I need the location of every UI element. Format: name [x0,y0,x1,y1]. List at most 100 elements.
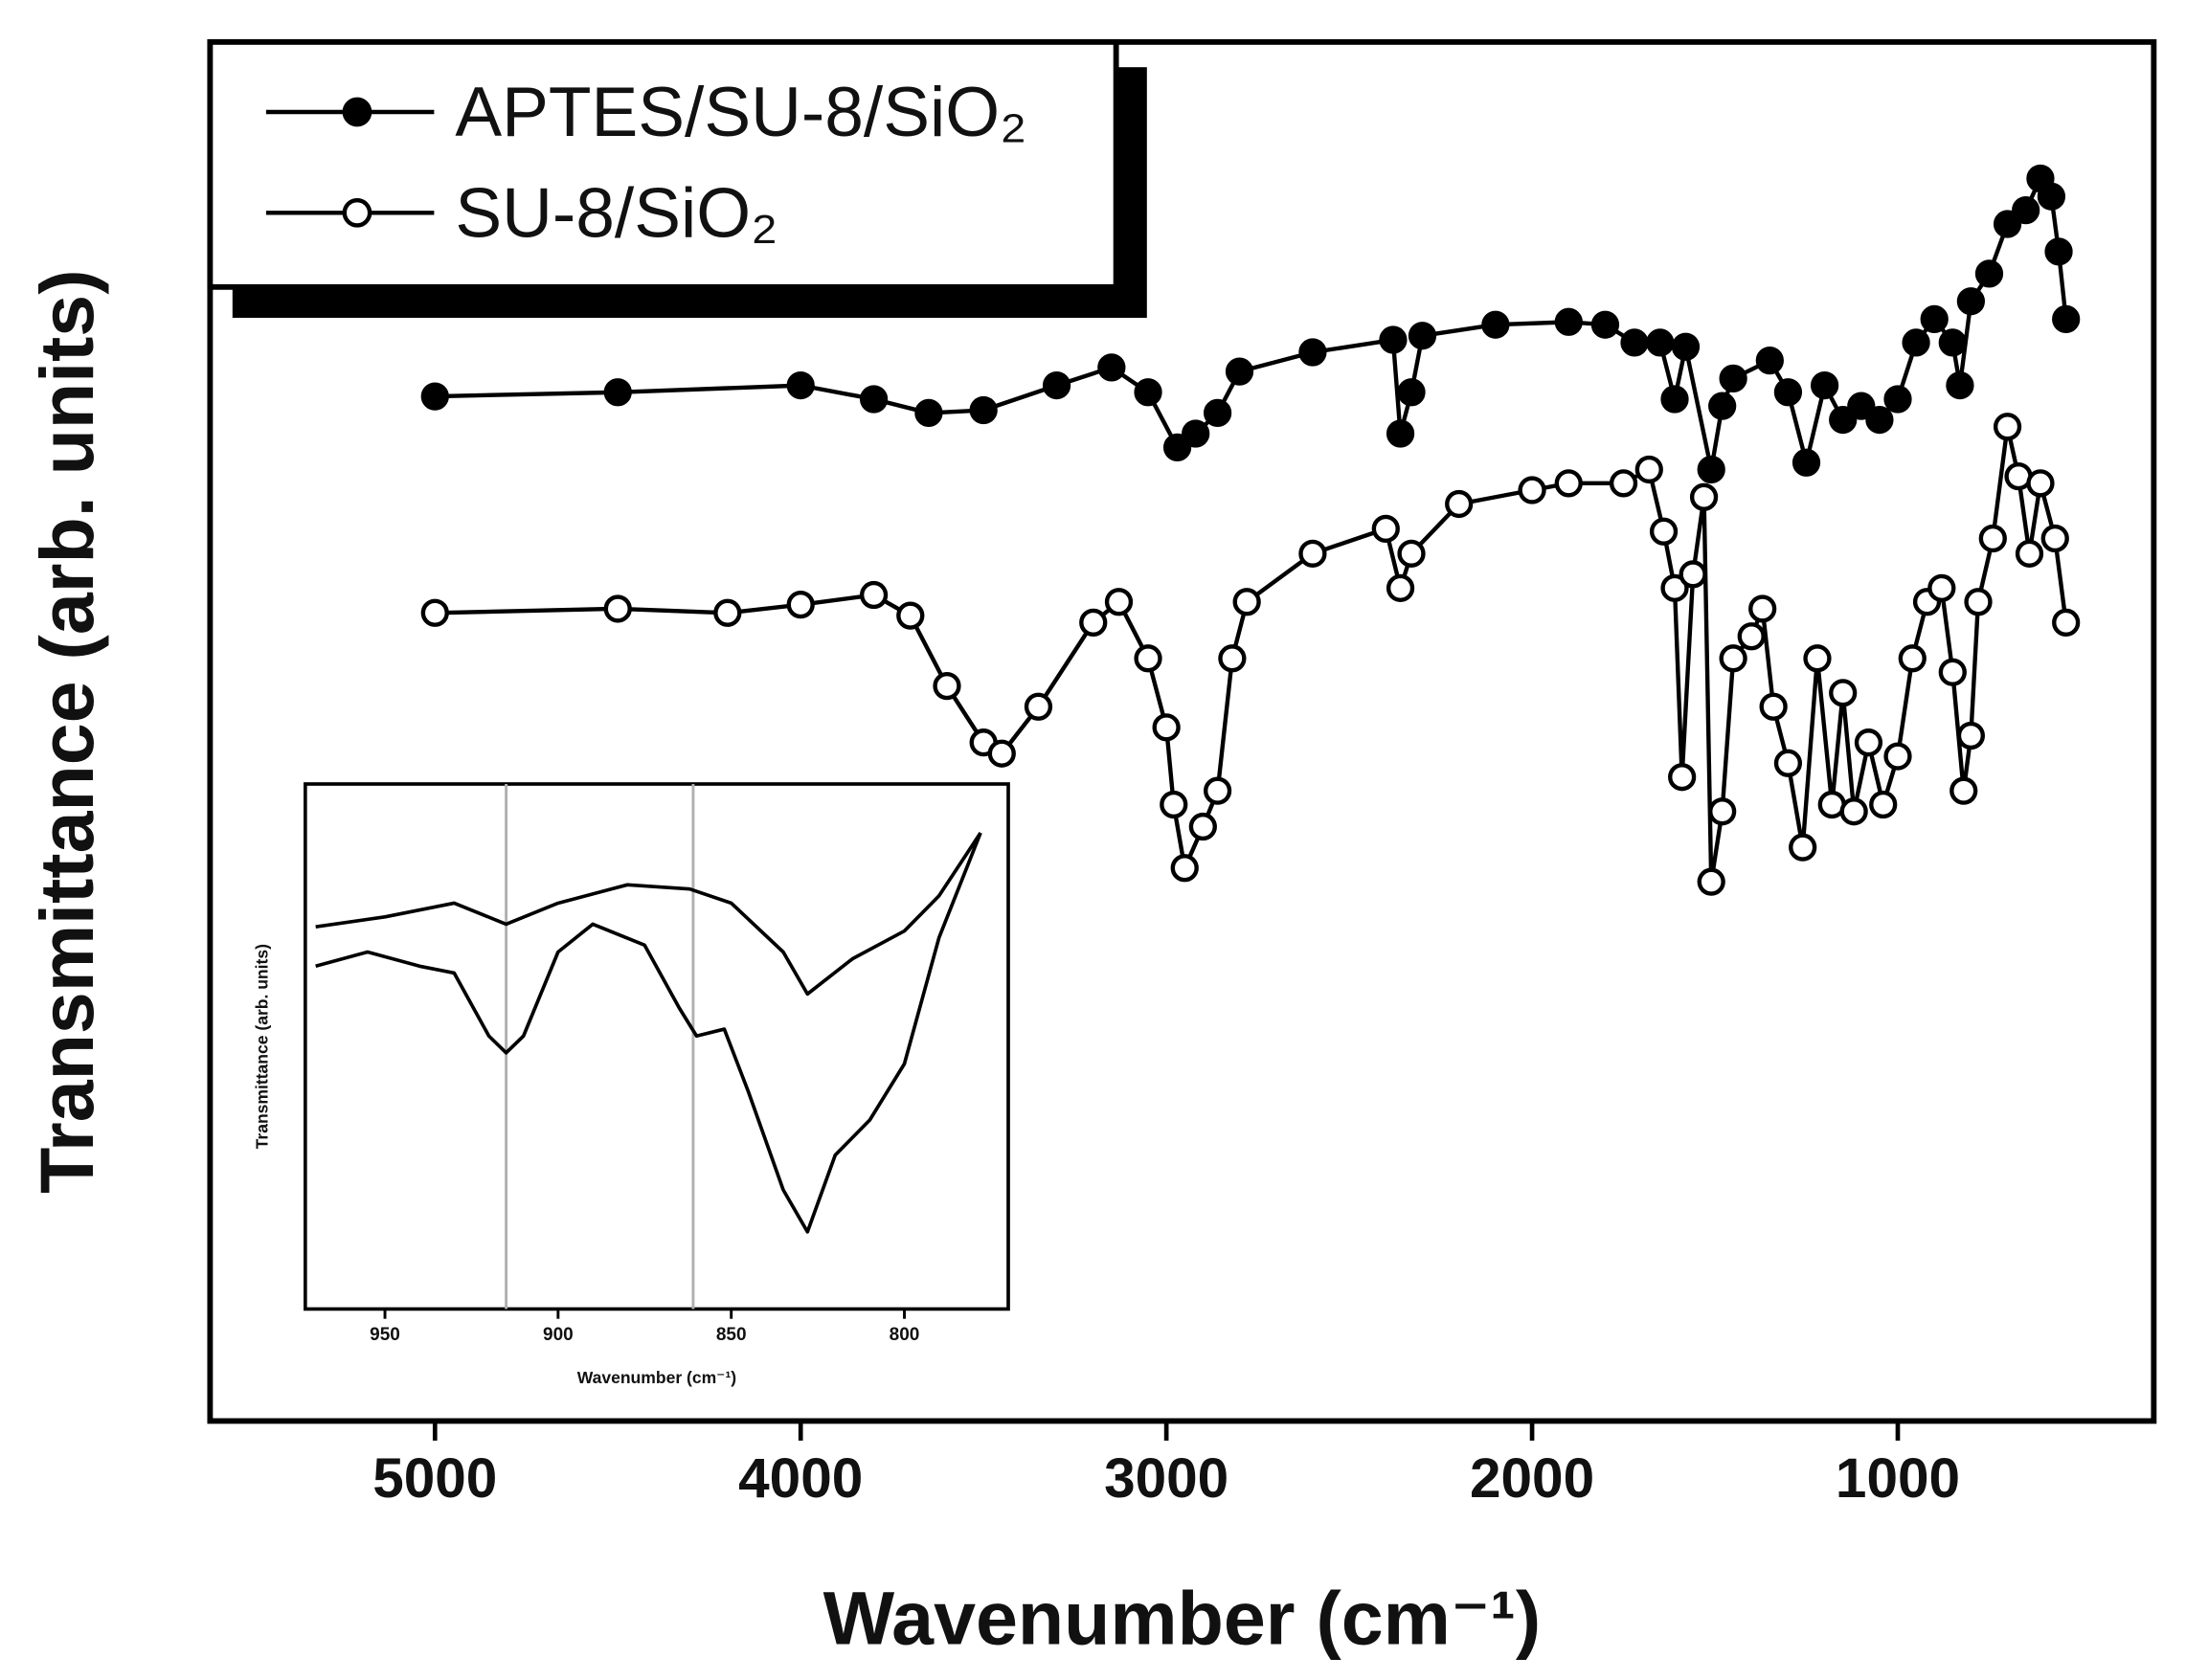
data-point [1708,392,1737,420]
x-tick-label: 800 [890,1325,920,1345]
data-point [713,598,742,627]
plot-frame [304,782,1010,1311]
data-point [896,601,925,630]
data-point [1869,790,1898,819]
data-point [859,385,889,414]
data-point [1386,573,1415,602]
data-point [1792,448,1821,477]
data-point [1079,608,1108,637]
data-point [1170,854,1199,883]
data-point [1481,310,1510,339]
data-point [1773,749,1803,777]
data-point [1847,392,1876,420]
data-point [1397,378,1426,407]
legend-box [207,38,1119,290]
x-axis-label: Wavenumber (cm⁻¹) [577,1368,736,1387]
data-point [420,598,449,627]
data-point [1134,644,1162,673]
data-point [1298,338,1327,367]
data-point [1854,728,1883,757]
series-line [315,832,982,1234]
x-tick-label: 2000 [1470,1447,1594,1510]
data-point [1152,713,1181,742]
data-point [2052,608,2081,637]
x-tick-label: 900 [543,1325,574,1345]
data-point [1182,419,1210,448]
data-point [2040,524,2069,553]
data-point [1829,405,1858,435]
data-point [1949,776,1978,805]
data-point [1697,867,1725,896]
data-point [987,739,1016,768]
data-point [1927,573,1956,602]
data-point [1748,594,1777,623]
data-point [1810,370,1839,400]
data-point [1104,588,1134,616]
data-point [1386,419,1415,448]
data-point [914,398,943,428]
x-tick-label: 4000 [738,1447,863,1510]
data-point [1679,560,1707,589]
data-point [1898,644,1927,673]
data-point [1974,259,2004,288]
x-tick-label: 3000 [1104,1447,1228,1510]
data-point [1697,455,1725,484]
data-point [1920,304,1949,334]
data-point [1946,370,1974,400]
data-point [1737,622,1766,651]
data-point [603,378,632,407]
data-point [1660,573,1689,602]
y-axis-label: Transmittance (arb. units) [253,944,272,1149]
x-tick-label: 5000 [372,1447,497,1510]
data-point [1865,405,1894,435]
main-plot: 5000 4000 3000 2000 1000 Wavenumber (cm⁻¹) Tra… [25,38,2157,1660]
data-point [969,395,998,425]
data-point [1668,763,1697,792]
data-point [1789,833,1817,862]
data-point [1803,644,1832,673]
data-point [1993,210,2022,238]
data-point [1590,310,1620,339]
data-point [1634,455,1663,484]
series-line [315,832,982,997]
data-point [1188,812,1217,841]
data-point [1719,364,1747,392]
data-point [1689,482,1719,511]
data-point [1755,347,1784,375]
data-point [1964,588,1993,616]
x-tick-label: 1000 [1836,1447,1960,1510]
data-point [1620,328,1649,357]
data-point [1719,644,1747,673]
data-point [1379,325,1408,354]
data-point [859,580,889,610]
data-point [1218,644,1247,673]
data-point [1708,797,1737,826]
data-point [1609,469,1638,498]
data-point [1829,679,1858,707]
data-point [1225,357,1254,386]
data-point [2012,195,2040,225]
data-point [1298,539,1327,568]
data-point [1773,378,1803,407]
data-point [1408,322,1437,350]
data-point [1993,413,2022,441]
data-point [1445,489,1474,519]
x-tick-label: 950 [370,1325,400,1345]
data-point [1097,353,1126,382]
data-point [1371,514,1400,544]
data-point [1938,328,1967,357]
data-point [1938,658,1967,686]
data-point [1554,469,1583,498]
data-point [1671,332,1701,361]
data-point [1134,378,1162,407]
data-point [2015,539,2044,568]
x-axis-label: Wavenumber (cm⁻¹) [823,1576,1542,1660]
data-point [1162,433,1192,462]
y-axis-label: Transmittance (arb. units) [25,269,109,1193]
data-point [2044,237,2073,266]
data-point [1042,370,1071,400]
data-point [2037,182,2066,211]
data-point [1203,776,1232,805]
